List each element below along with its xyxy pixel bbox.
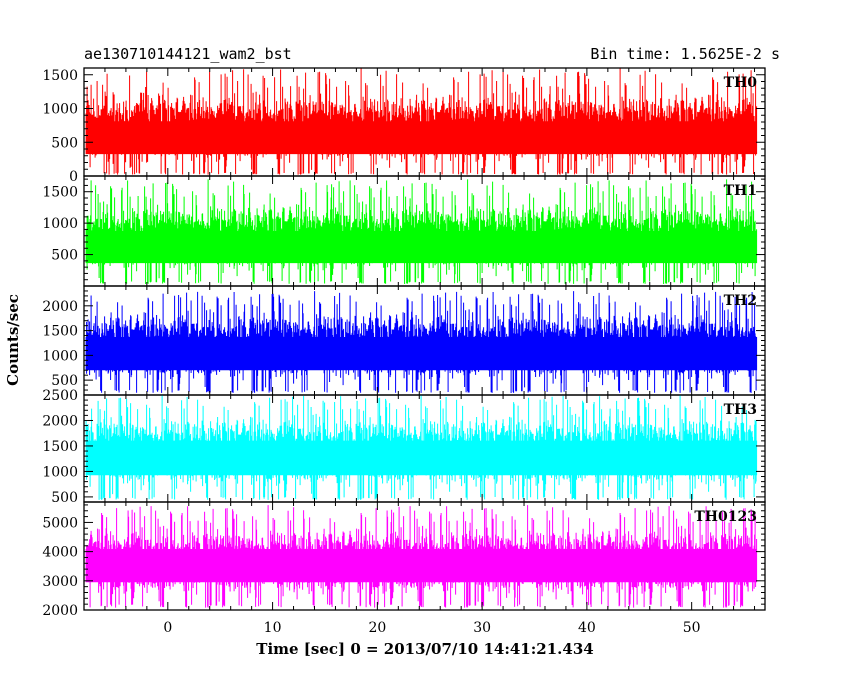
y-tick-label: 500 (51, 490, 78, 506)
panel-frame (83, 501, 766, 611)
chart-title-right: Bin time: 1.5625E-2 s (590, 45, 780, 63)
panel-th0123: 2000 3000 4000 5000 TH0123 (42, 501, 766, 619)
y-tick-label: 1000 (42, 348, 78, 364)
panel-label-th2: TH2 (724, 293, 757, 309)
y-axis-title: Counts/sec (4, 294, 22, 386)
x-axis-title: Time [sec] 0 = 2013/07/10 14:41:21.434 (256, 640, 593, 658)
y-tick-label: 0 (69, 169, 78, 185)
y-tick-label: 1500 (42, 68, 78, 84)
x-tick-label: 50 (683, 620, 701, 636)
y-tick-label: 1000 (42, 102, 78, 118)
panel-label-th1: TH1 (724, 183, 757, 199)
y-tick-label: 2000 (42, 603, 78, 619)
y-tick-label: 500 (51, 248, 78, 264)
panel-label-th3: TH3 (724, 402, 757, 418)
panel-label-th0123: TH0123 (694, 509, 757, 525)
y-tick-label: 1000 (42, 464, 78, 480)
series-th2 (85, 291, 758, 393)
series-th1 (85, 179, 758, 284)
y-tick-label: 4000 (42, 545, 78, 561)
x-tick-label: 0 (163, 620, 172, 636)
y-tick-label: 5000 (42, 515, 78, 531)
y-tick-label: 1500 (42, 324, 78, 340)
panel-th1: 500 1000 1500 TH1 (42, 175, 766, 287)
panel-th3: 500 1000 1500 2000 2500 TH3 (42, 388, 766, 506)
chart-title-left: ae130710144121_wam2_bst (84, 45, 292, 63)
panels-group: 0 500 1000 1500 TH0 500 1000 1500 TH1 500 1000 1500… (42, 67, 766, 619)
y-tick-label: 2000 (42, 413, 78, 429)
y-tick-label: 2000 (42, 299, 78, 315)
y-tick-label: 2500 (42, 388, 78, 404)
panel-th0: 0 500 1000 1500 TH0 (42, 67, 766, 185)
x-tick-label: 30 (473, 620, 491, 636)
panel-th2: 500 1000 1500 2000 TH2 (42, 285, 766, 396)
panel-label-th0: TH0 (724, 75, 758, 91)
y-tick-label: 500 (51, 135, 78, 151)
y-tick-label: 500 (51, 373, 78, 389)
x-tick-label: 10 (264, 620, 282, 636)
x-axis: 0 10 20 30 40 50 (163, 620, 700, 636)
x-tick-label: 40 (578, 620, 596, 636)
y-tick-label: 1000 (42, 216, 78, 232)
y-tick-label: 1500 (42, 185, 78, 201)
series-th0 (85, 68, 758, 175)
y-tick-label: 1500 (42, 439, 78, 455)
x-tick-label: 20 (368, 620, 386, 636)
series-th3 (85, 395, 758, 500)
y-tick-label: 3000 (42, 574, 78, 590)
series-th0123 (85, 505, 758, 608)
